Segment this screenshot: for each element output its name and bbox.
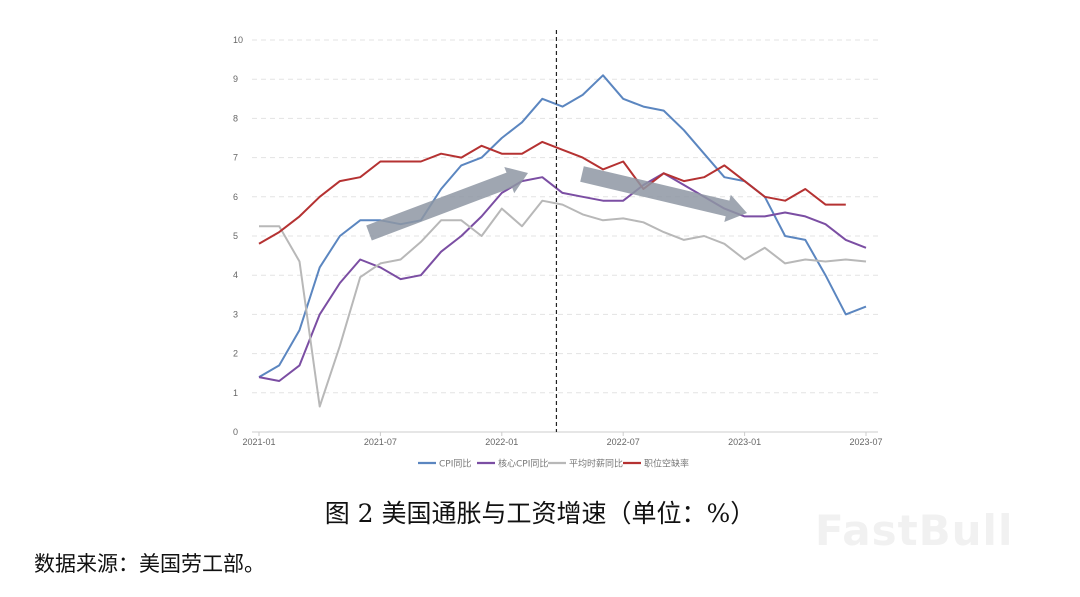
x-tick-label: 2022-01: [485, 437, 518, 447]
series-line-1: [258, 74, 867, 378]
y-tick-label: 0: [233, 427, 238, 437]
y-axis: 0 1 2 3 4 5 6 7 8 9 10: [233, 35, 243, 437]
legend-label: 职位空缺率: [644, 458, 689, 470]
y-tick-label: 9: [233, 74, 238, 84]
legend-item: 平均时薪同比: [548, 458, 623, 470]
watermark-logo: FastBull: [815, 506, 1014, 555]
y-tick-label: 5: [233, 231, 238, 241]
legend-item: 核心CPI同比: [477, 458, 548, 470]
x-tick-label: 2023-07: [849, 437, 882, 447]
x-tick-label: 2021-07: [364, 437, 397, 447]
x-axis: 2021-01 2021-07 2022-01 2022-07 2023-01 2023-…: [242, 431, 883, 447]
y-tick-label: 4: [233, 270, 238, 280]
y-tick-label: 2: [233, 349, 238, 359]
legend-label: 核心CPI同比: [498, 458, 548, 470]
series-line-3: [259, 199, 867, 408]
series-line-2: [258, 172, 867, 382]
data-source-note: 数据来源：美国劳工部。: [34, 552, 265, 576]
y-tick-label: 10: [233, 35, 243, 45]
legend: CPI同比 核心CPI同比 平均时薪同比 职位空缺率: [418, 458, 689, 470]
y-tick-label: 3: [233, 309, 238, 319]
y-tick-label: 8: [233, 113, 238, 123]
trend-down-arrow: [580, 166, 747, 222]
line-chart: 0 1 2 3 4 5 6 7 8 9 10 2021-01 2021-07 2022-01 2022-0…: [233, 30, 883, 470]
legend-item: 职位空缺率: [623, 458, 689, 470]
y-tick-label: 6: [233, 192, 238, 202]
legend-label: CPI同比: [439, 458, 471, 470]
x-tick-label: 2023-01: [728, 437, 761, 447]
series-line-4: [258, 140, 846, 245]
legend-item: CPI同比: [418, 458, 471, 470]
series-lines: [258, 74, 867, 408]
legend-label: 平均时薪同比: [569, 458, 623, 470]
y-tick-label: 7: [233, 153, 238, 163]
trend-up-arrow: [366, 167, 528, 241]
figure-caption: 图 2 美国通胀与工资增速（单位：%）: [324, 499, 756, 528]
annotations: [366, 30, 747, 432]
x-tick-label: 2022-07: [607, 437, 640, 447]
y-tick-label: 1: [233, 388, 238, 398]
grid-lines: [252, 39, 878, 394]
x-tick-label: 2021-01: [242, 437, 275, 447]
